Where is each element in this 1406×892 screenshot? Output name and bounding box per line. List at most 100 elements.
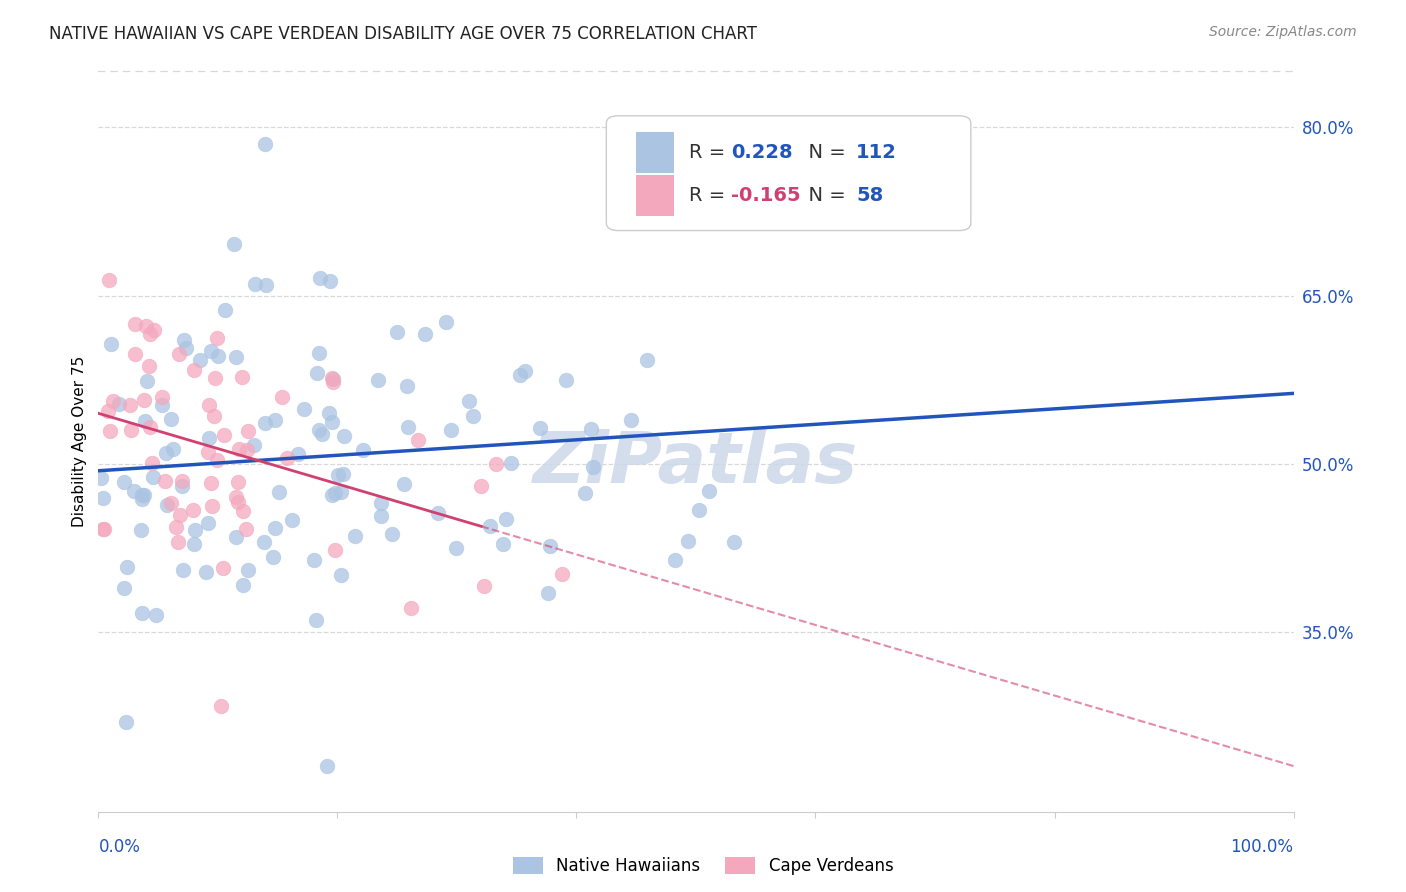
Text: 0.228: 0.228 [731, 144, 792, 162]
Point [153, 474, 176, 488]
Point [138, 326, 160, 341]
Point [269, 485, 291, 500]
Point [226, 495, 249, 509]
Point [281, 513, 304, 527]
Y-axis label: Disability Age Over 75: Disability Age Over 75 [72, 356, 87, 527]
Point [170, 479, 193, 493]
Point [131, 488, 153, 502]
Point [323, 542, 346, 557]
Point [115, 715, 138, 730]
Point [134, 414, 156, 428]
Point [343, 529, 366, 543]
Point [197, 516, 219, 531]
Point [315, 759, 337, 773]
Text: R =: R = [689, 186, 731, 205]
Point [370, 495, 392, 509]
Point [167, 535, 190, 549]
Point [228, 442, 250, 457]
Point [202, 409, 225, 423]
Point [485, 458, 508, 472]
Point [198, 431, 221, 445]
Point [537, 585, 560, 599]
Point [620, 413, 643, 427]
Point [322, 375, 344, 389]
Point [513, 364, 536, 378]
Point [238, 424, 260, 438]
Point [112, 582, 135, 596]
Point [579, 422, 602, 436]
Point [183, 363, 205, 377]
Point [197, 398, 219, 412]
Point [222, 237, 245, 252]
Point [287, 447, 309, 461]
Point [509, 368, 531, 382]
Point [461, 409, 484, 423]
Point [212, 560, 235, 574]
Point [458, 394, 481, 409]
Point [329, 568, 352, 582]
Text: N =: N = [796, 186, 852, 205]
Point [253, 534, 276, 549]
Point [321, 415, 343, 429]
Point [212, 427, 235, 442]
Point [90, 471, 112, 485]
Text: N =: N = [796, 144, 852, 162]
Point [254, 278, 277, 293]
Point [538, 539, 561, 553]
Point [226, 475, 249, 490]
Point [172, 563, 194, 577]
Point [242, 438, 264, 452]
Point [529, 421, 551, 435]
Point [332, 467, 354, 482]
Point [264, 413, 287, 427]
Point [197, 445, 219, 459]
Point [232, 504, 254, 518]
Point [333, 428, 356, 442]
Bar [637, 176, 675, 216]
Point [495, 512, 517, 526]
Point [165, 519, 187, 533]
Point [723, 535, 745, 549]
Point [98, 424, 121, 438]
Point [440, 423, 463, 437]
Point [107, 397, 129, 411]
Point [245, 277, 267, 291]
Point [131, 606, 153, 620]
Point [292, 401, 315, 416]
Point [322, 372, 344, 386]
Point [131, 491, 153, 506]
Bar [637, 132, 675, 173]
Point [205, 453, 228, 467]
Point [238, 562, 260, 576]
Point [225, 530, 247, 544]
Point [214, 303, 236, 318]
Point [263, 521, 285, 535]
Point [236, 443, 259, 458]
Point [101, 394, 124, 409]
Point [225, 350, 247, 364]
Point [385, 325, 408, 339]
Point [150, 390, 173, 404]
Point [271, 390, 294, 404]
Point [318, 406, 340, 420]
Point [309, 271, 332, 285]
Point [138, 420, 160, 434]
Point [582, 459, 605, 474]
Text: NATIVE HAWAIIAN VS CAPE VERDEAN DISABILITY AGE OVER 75 CORRELATION CHART: NATIVE HAWAIIAN VS CAPE VERDEAN DISABILI… [49, 25, 758, 43]
Point [329, 484, 352, 499]
Point [276, 451, 298, 466]
Point [132, 393, 155, 408]
Point [136, 374, 159, 388]
Point [141, 456, 163, 470]
Point [183, 537, 205, 551]
Point [93, 522, 115, 536]
Point [574, 485, 596, 500]
Point [624, 172, 647, 186]
Point [120, 423, 142, 437]
Point [207, 349, 229, 363]
Point [209, 699, 232, 714]
Point [308, 345, 330, 359]
Point [434, 315, 457, 329]
Point [195, 565, 218, 579]
Point [370, 508, 392, 523]
